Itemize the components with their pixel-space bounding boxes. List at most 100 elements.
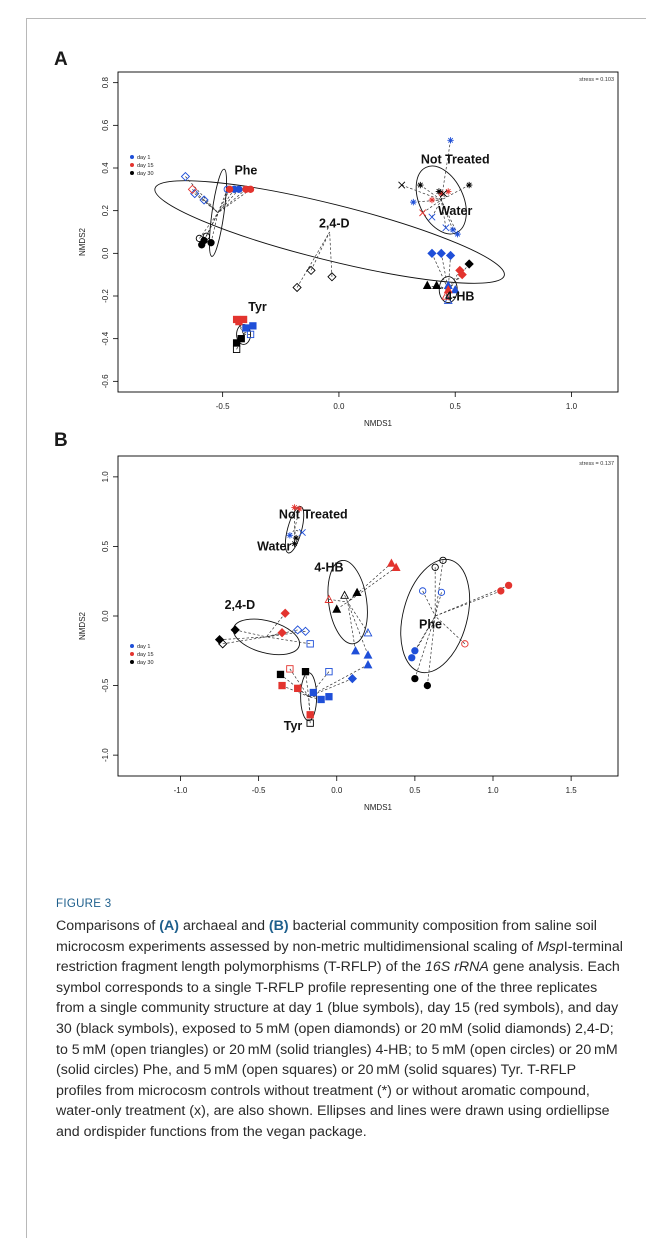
y-tick-label: -1.0	[101, 748, 110, 762]
spider-line	[192, 189, 219, 214]
spider-line	[434, 592, 442, 617]
data-point-triangle	[391, 562, 401, 571]
data-point-triangle	[450, 284, 460, 294]
data-point-diamond	[214, 635, 225, 645]
spider-line	[210, 212, 219, 243]
x-tick-label: -0.5	[252, 786, 266, 795]
group-label: Water	[438, 204, 472, 218]
figure-label: FIGURE 3	[56, 898, 112, 910]
y-tick-label: 0.0	[101, 610, 110, 622]
legend-label: day 15	[137, 163, 154, 169]
legend-marker	[130, 155, 134, 159]
data-point-star	[449, 226, 457, 234]
data-point-square	[301, 668, 310, 676]
group-ellipse	[209, 168, 227, 257]
data-point-square	[232, 339, 241, 347]
data-point-diamond	[199, 195, 209, 205]
group-label: 4-HB	[314, 560, 343, 574]
spider-line	[447, 274, 463, 290]
data-point-circle	[202, 232, 211, 240]
group-ellipse	[154, 180, 505, 284]
spider-line	[294, 529, 303, 533]
data-point-square	[306, 640, 314, 648]
spider-line	[414, 615, 436, 679]
spider-line	[266, 629, 298, 638]
data-point-triangle	[352, 587, 362, 596]
y-tick-label: 1.0	[101, 471, 110, 483]
spider-line	[194, 193, 219, 214]
data-point-square	[276, 670, 285, 679]
data-point-triangle	[441, 291, 451, 300]
data-point-circle	[207, 239, 215, 247]
group-label: Tyr	[284, 719, 303, 733]
y-tick-label: 0.4	[101, 162, 110, 174]
data-point-cross	[298, 529, 306, 537]
data-point-diamond	[347, 673, 358, 684]
group-label: Water	[257, 540, 291, 554]
data-point-circle	[461, 640, 469, 648]
panel-a-nmds-plot: -0.5 0.0 0.5 1.0 0.8 0.6 0.4 0.2 0.0 -0.2 -0.4 -0.6…	[78, 71, 619, 428]
spider-line	[294, 508, 300, 530]
data-point-triangle	[324, 594, 334, 603]
group-label: 4-HB	[445, 289, 474, 303]
data-point-star	[428, 196, 436, 204]
group-ellipse	[400, 558, 470, 674]
spider-line	[308, 664, 369, 698]
data-point-circle	[195, 234, 204, 243]
x-tick-label: 1.0	[566, 402, 578, 411]
spider-line	[235, 629, 267, 638]
legend-label: day 30	[137, 660, 154, 666]
data-point-star	[435, 188, 443, 195]
figure-caption-text: Comparisons of (A) archaeal and (B) bact…	[56, 916, 624, 1143]
spider-line	[435, 590, 501, 617]
spider-line	[347, 602, 356, 651]
x-tick-label: 0.0	[333, 402, 345, 411]
data-point-circle	[497, 587, 505, 595]
data-point-diamond	[277, 628, 287, 638]
data-point-triangle	[363, 660, 373, 669]
group-label: Phe	[234, 163, 257, 177]
plot-frame	[117, 71, 619, 393]
data-point-circle	[504, 581, 513, 590]
data-point-triangle	[443, 284, 453, 294]
data-point-circle	[411, 674, 419, 683]
y-tick-label: -0.6	[101, 374, 110, 388]
group-label: Tyr	[248, 300, 267, 314]
spider-line	[347, 562, 392, 603]
y-tick-label: 0.5	[101, 540, 110, 552]
data-point-diamond	[280, 608, 290, 618]
data-point-triangle	[332, 604, 342, 613]
data-point-cross	[442, 224, 450, 232]
legend-label: day 30	[137, 171, 154, 177]
data-point-square	[249, 322, 257, 330]
data-point-triangle	[432, 280, 442, 289]
data-point-square	[239, 315, 248, 324]
spider-line	[347, 601, 369, 633]
y-tick-label: -0.2	[101, 289, 110, 303]
caption-segment: (A)	[159, 918, 179, 934]
x-tick-label: 1.5	[566, 786, 578, 795]
x-axis-label: NMDS1	[364, 803, 393, 812]
y-tick-label: -0.5	[101, 678, 110, 692]
data-point-triangle	[386, 558, 396, 567]
spider-line	[217, 189, 247, 214]
spider-line	[217, 189, 235, 213]
group-label: 2,4-D	[225, 598, 256, 612]
spider-line	[422, 590, 436, 617]
data-point-square	[242, 324, 250, 332]
data-point-diamond	[292, 282, 302, 293]
spider-line	[185, 176, 219, 214]
data-point-square	[317, 695, 325, 704]
stress-label: stress = 0.137	[579, 461, 614, 467]
legend-marker	[130, 171, 134, 175]
data-point-star	[465, 181, 473, 189]
spider-line	[413, 199, 442, 203]
x-tick-label: 1.0	[487, 786, 499, 795]
data-point-square	[306, 719, 314, 727]
spider-line	[219, 636, 267, 641]
data-point-circle	[235, 185, 243, 193]
data-point-diamond	[457, 270, 467, 280]
legend-label: day 1	[137, 644, 150, 650]
data-point-diamond	[445, 250, 456, 261]
spider-line	[266, 612, 286, 638]
